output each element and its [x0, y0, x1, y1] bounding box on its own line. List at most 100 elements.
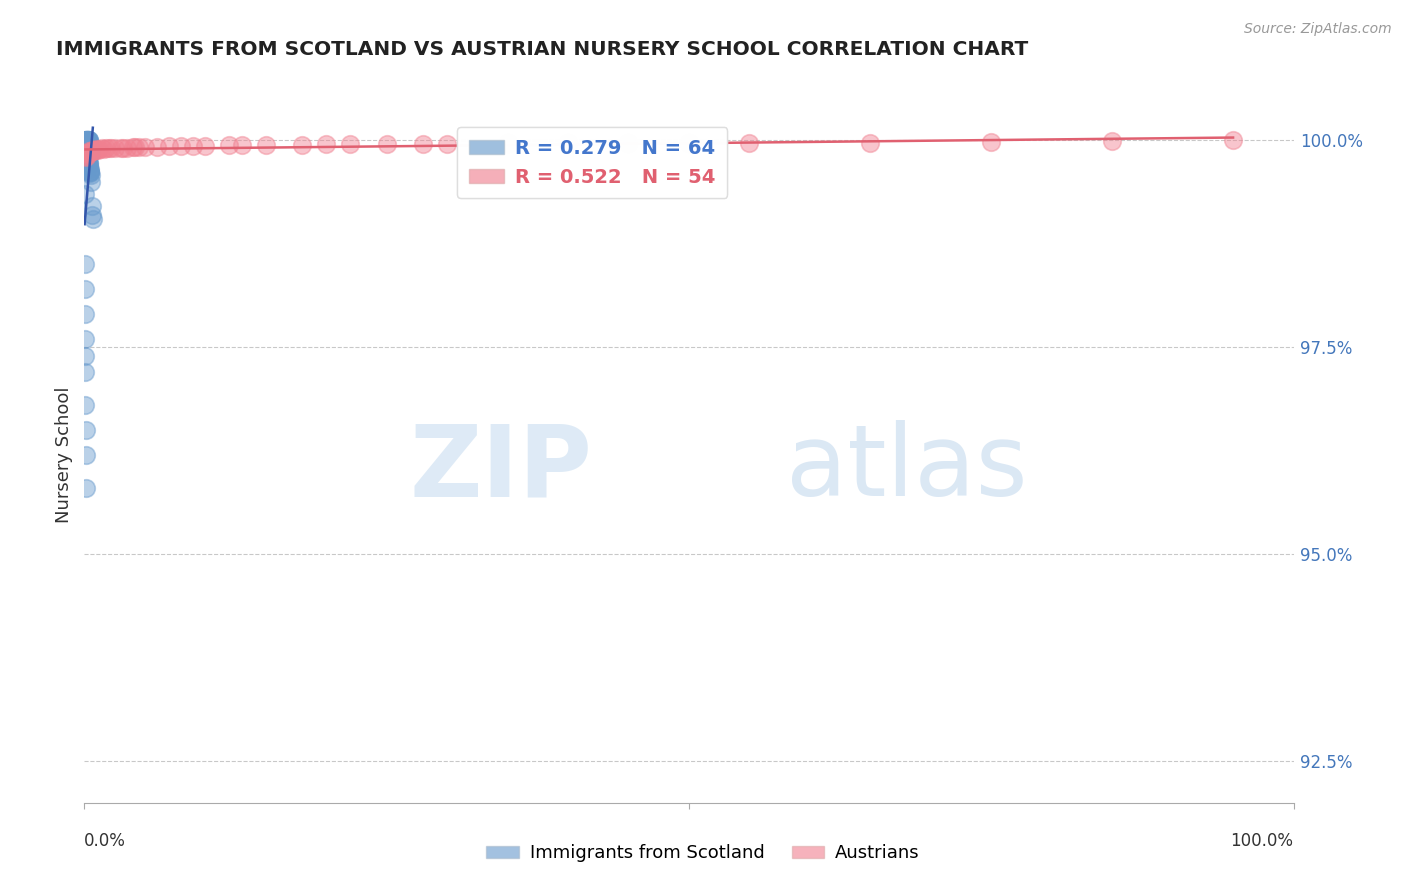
Text: 100.0%: 100.0%	[1230, 831, 1294, 850]
Point	[73, 135, 96, 149]
Point	[146, 140, 169, 154]
Point	[79, 164, 101, 178]
Point	[76, 133, 98, 147]
Legend: Immigrants from Scotland, Austrians: Immigrants from Scotland, Austrians	[479, 838, 927, 870]
Point	[1222, 133, 1244, 147]
Point	[75, 150, 97, 164]
Point	[80, 145, 103, 160]
Point	[76, 145, 98, 160]
Point	[170, 139, 193, 153]
Point	[77, 153, 100, 168]
Point	[77, 156, 100, 170]
Point	[76, 133, 98, 147]
Point	[75, 136, 97, 150]
Point	[254, 138, 277, 153]
Point	[80, 143, 103, 157]
Point	[77, 154, 100, 169]
Point	[83, 143, 105, 157]
Point	[678, 136, 700, 150]
Point	[291, 138, 314, 153]
Point	[91, 141, 114, 155]
Point	[231, 138, 253, 153]
Point	[75, 139, 97, 153]
Point	[121, 140, 143, 154]
Point	[218, 138, 240, 153]
Point	[194, 139, 217, 153]
Point	[93, 142, 115, 156]
Point	[134, 140, 156, 154]
Point	[86, 142, 108, 156]
Point	[75, 481, 97, 495]
Y-axis label: Nursery School: Nursery School	[55, 386, 73, 524]
Point	[73, 332, 96, 346]
Legend: R = 0.279   N = 64, R = 0.522   N = 54: R = 0.279 N = 64, R = 0.522 N = 54	[457, 128, 727, 198]
Point	[115, 141, 138, 155]
Point	[315, 137, 337, 152]
Point	[75, 423, 97, 437]
Point	[79, 141, 101, 155]
Point	[76, 146, 98, 161]
Point	[77, 133, 100, 147]
Point	[75, 137, 97, 152]
Point	[86, 143, 108, 157]
Point	[124, 140, 146, 154]
Point	[1101, 134, 1123, 148]
Point	[73, 349, 96, 363]
Point	[375, 137, 398, 152]
Point	[77, 152, 100, 166]
Point	[76, 145, 98, 159]
Point	[412, 137, 434, 152]
Point	[859, 136, 882, 150]
Point	[79, 162, 101, 177]
Point	[79, 141, 101, 155]
Point	[75, 365, 97, 379]
Point	[100, 141, 122, 155]
Text: IMMIGRANTS FROM SCOTLAND VS AUSTRIAN NURSERY SCHOOL CORRELATION CHART: IMMIGRANTS FROM SCOTLAND VS AUSTRIAN NUR…	[56, 39, 1029, 59]
Point	[75, 398, 97, 412]
Point	[94, 141, 117, 155]
Point	[436, 137, 458, 152]
Point	[75, 141, 97, 155]
Point	[73, 307, 96, 321]
Point	[77, 133, 100, 147]
Point	[79, 168, 101, 182]
Point	[339, 137, 361, 152]
Point	[79, 165, 101, 179]
Point	[73, 133, 96, 147]
Point	[112, 141, 135, 155]
Point	[75, 140, 97, 154]
Point	[75, 137, 97, 152]
Point	[76, 143, 98, 157]
Point	[980, 135, 1002, 149]
Point	[79, 164, 101, 178]
Point	[128, 140, 150, 154]
Point	[82, 211, 104, 226]
Point	[75, 137, 97, 152]
Point	[76, 133, 98, 147]
Point	[104, 141, 127, 155]
Text: atlas: atlas	[786, 420, 1028, 517]
Point	[75, 133, 97, 147]
Point	[77, 133, 100, 147]
Point	[557, 136, 579, 151]
Point	[84, 143, 107, 157]
Point	[87, 142, 110, 156]
Point	[75, 133, 97, 147]
Point	[73, 282, 96, 296]
Point	[77, 133, 100, 147]
Point	[83, 143, 105, 157]
Point	[76, 150, 98, 164]
Point	[73, 257, 96, 271]
Point	[79, 141, 101, 155]
Point	[80, 199, 103, 213]
Text: 0.0%: 0.0%	[84, 831, 127, 850]
Point	[738, 136, 761, 150]
Point	[157, 139, 180, 153]
Point	[77, 147, 100, 161]
Point	[75, 133, 97, 147]
Point	[73, 187, 96, 202]
Point	[75, 149, 97, 163]
Point	[79, 160, 101, 174]
Point	[77, 144, 100, 158]
Point	[75, 133, 97, 147]
